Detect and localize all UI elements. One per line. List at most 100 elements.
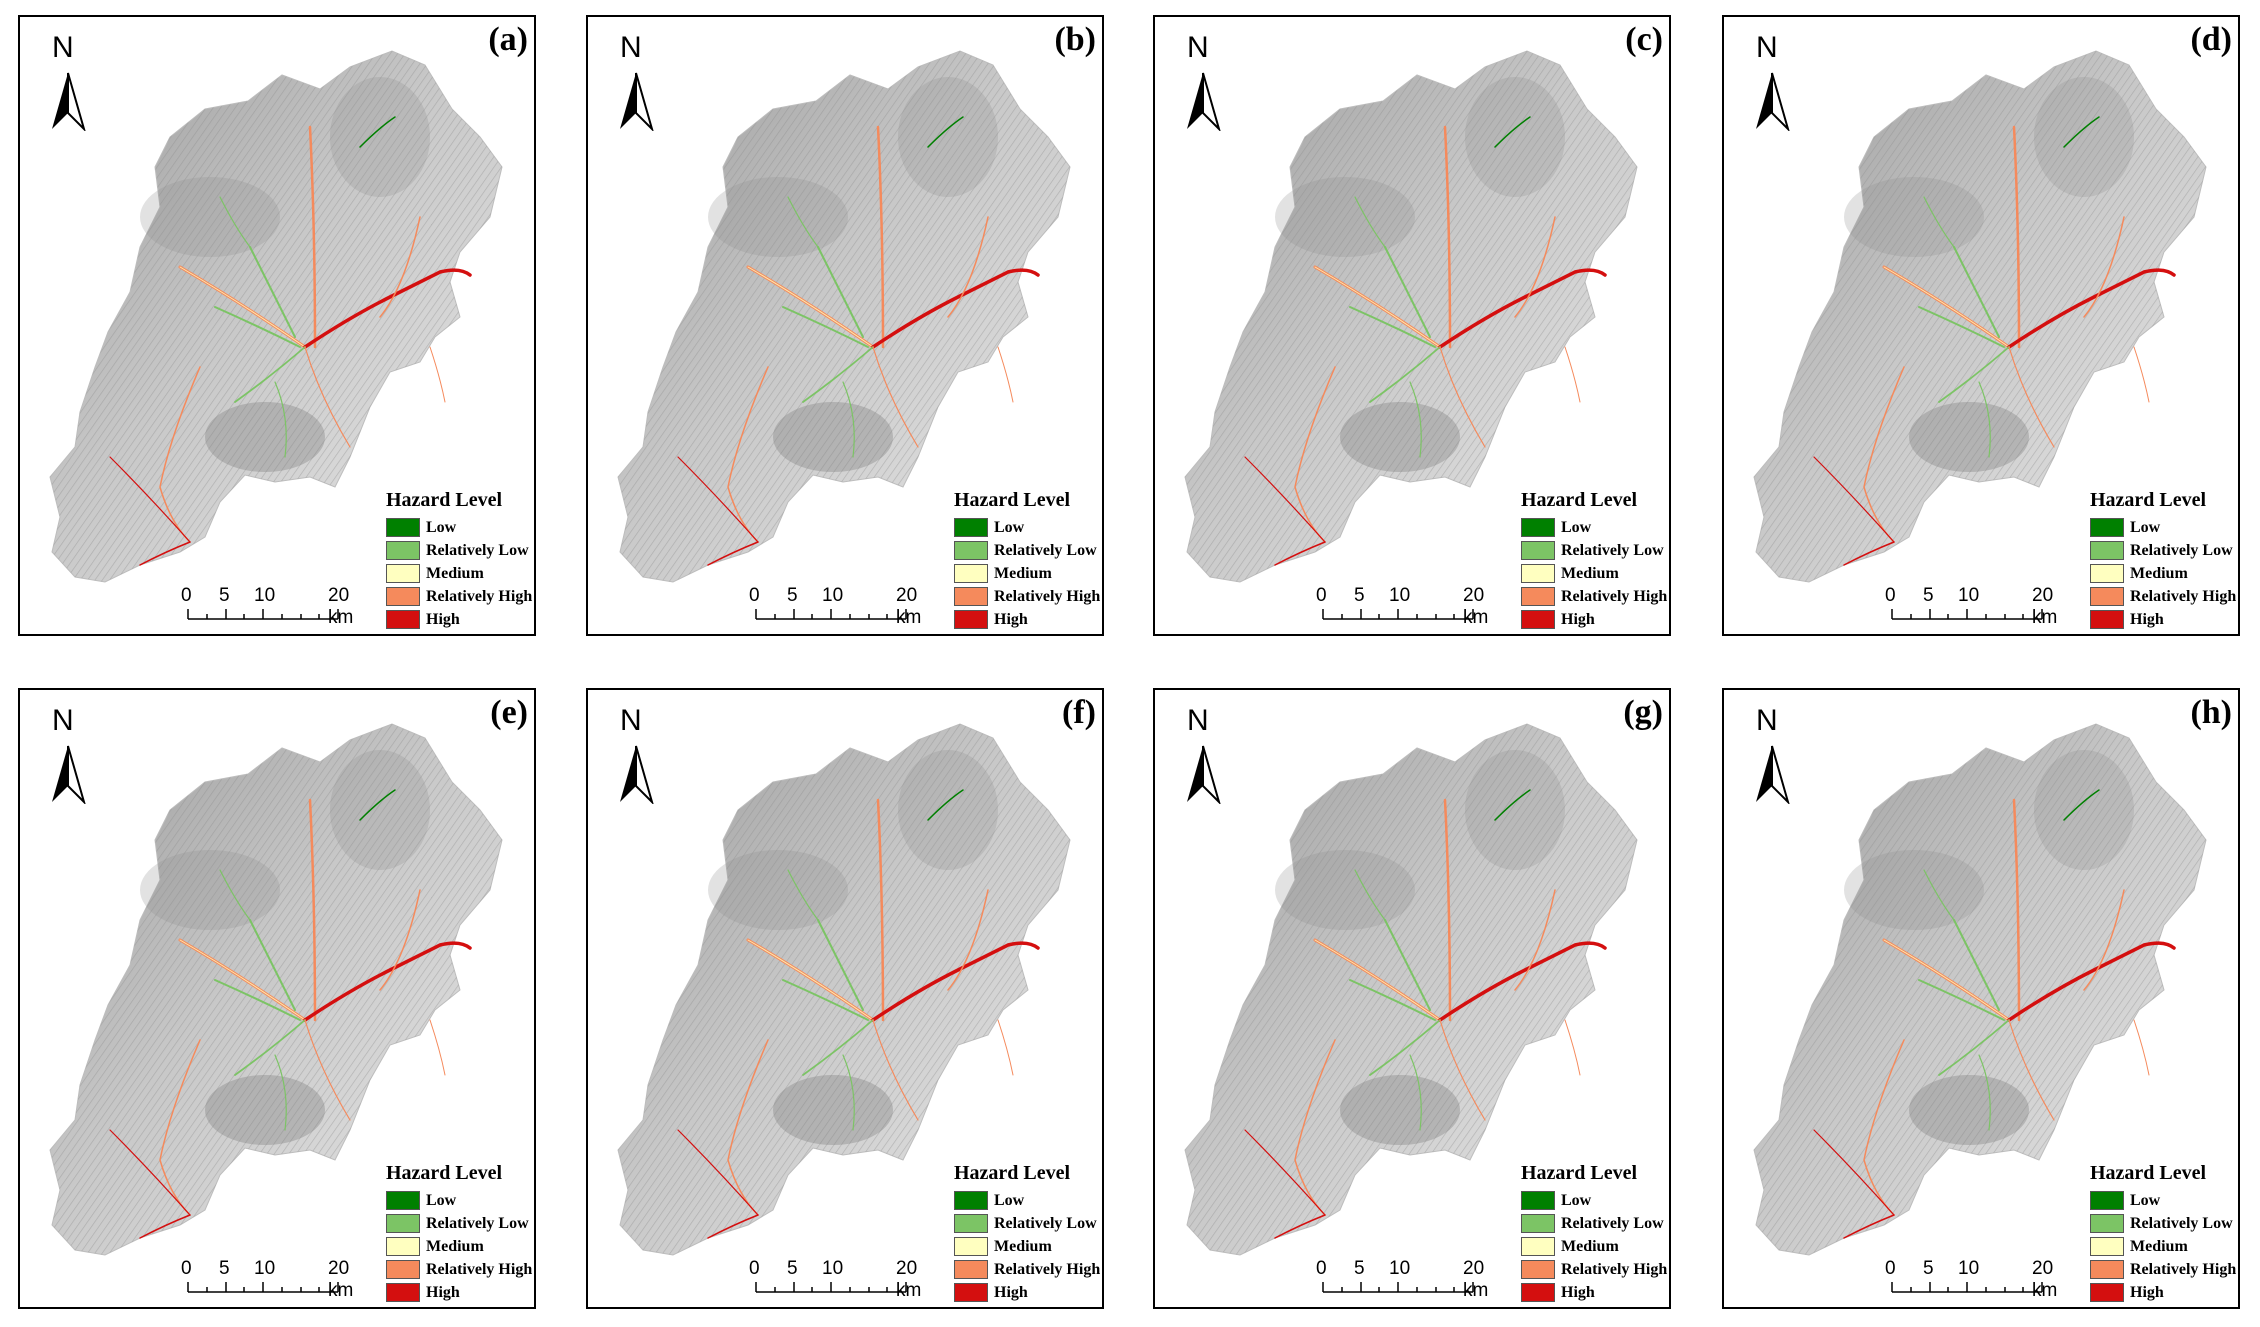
scale-bar: 0 5 10 20 km <box>749 1258 924 1301</box>
scale-bar-line <box>187 609 339 620</box>
legend-title: Hazard Level <box>1521 489 1638 511</box>
legend-swatch <box>1521 541 1555 560</box>
legend-item-high: High <box>1521 608 1669 631</box>
legend-label: Relatively High <box>1561 1260 1668 1278</box>
legend-swatch <box>2090 564 2124 583</box>
legend-label: Medium <box>994 564 1052 582</box>
legend-label: Relatively Low <box>426 1214 529 1232</box>
scale-tick-20: 20 km <box>2032 585 2058 628</box>
legend-label: Low <box>1561 518 1592 536</box>
legend-swatch <box>954 587 988 606</box>
legend-item-high: High <box>954 608 1102 631</box>
legend-label: Medium <box>426 564 484 582</box>
legend-title: Hazard Level <box>1521 1162 1638 1184</box>
basin-map <box>1753 723 2207 1256</box>
legend-label: Medium <box>2130 564 2188 582</box>
legend-item-low: Low <box>2090 1189 2238 1212</box>
legend-label: Relatively High <box>994 1260 1101 1278</box>
legend-label: Low <box>2130 1191 2161 1209</box>
legend-label: Low <box>426 518 457 536</box>
scale-tick-10: 10 <box>254 1258 276 1279</box>
north-arrow: N <box>610 31 660 131</box>
legend: Hazard Level Low Relatively Low Medium R… <box>954 489 1102 631</box>
panel-label: (c) <box>1625 21 1663 58</box>
legend-swatch <box>2090 541 2124 560</box>
legend-label: Medium <box>2130 1237 2188 1255</box>
north-letter: N <box>1756 704 1778 737</box>
legend-label: High <box>1561 610 1595 628</box>
legend-swatch <box>1521 564 1555 583</box>
legend: Hazard Level Low Relatively Low Medium R… <box>2090 489 2238 631</box>
map-panel-e: N (e) Hazard Level Low Relatively Low Me… <box>18 688 536 1309</box>
legend-swatch <box>1521 1237 1555 1256</box>
legend-item-relatively-low: Relatively Low <box>954 1212 1102 1235</box>
scale-tick-20: 20 km <box>896 585 922 628</box>
scale-tick-10: 10 <box>1389 585 1411 606</box>
legend-label: Relatively Low <box>1561 541 1664 559</box>
legend-swatch <box>386 1283 420 1302</box>
legend-swatch <box>2090 1214 2124 1233</box>
legend-swatch <box>954 564 988 583</box>
scale-tick-20: 20 km <box>1463 585 1489 628</box>
scale-bar: 0 5 10 20 km <box>1885 1258 2060 1301</box>
legend-item-medium: Medium <box>386 562 534 585</box>
legend-item-medium: Medium <box>954 1235 1102 1258</box>
north-arrow-icon <box>1756 745 1790 804</box>
legend-item-high: High <box>386 1281 534 1304</box>
scale-tick-20: 20 km <box>896 1258 922 1301</box>
legend-item-medium: Medium <box>954 562 1102 585</box>
legend-item-low: Low <box>386 516 534 539</box>
north-letter: N <box>52 31 74 64</box>
north-arrow: N <box>1177 704 1227 804</box>
basin-map <box>1184 723 1638 1256</box>
legend-label: Low <box>994 1191 1025 1209</box>
legend-label: Low <box>426 1191 457 1209</box>
legend-label: Relatively Low <box>994 1214 1097 1232</box>
legend-item-relatively-high: Relatively High <box>386 585 534 608</box>
north-arrow: N <box>1746 31 1796 131</box>
river-network <box>109 789 472 1239</box>
legend-swatch <box>954 1214 988 1233</box>
legend-label: Relatively High <box>994 587 1101 605</box>
scale-tick-5: 5 <box>1923 585 1934 606</box>
legend-swatch <box>386 541 420 560</box>
legend-item-medium: Medium <box>386 1235 534 1258</box>
legend-label: High <box>994 1283 1028 1301</box>
scale-tick-10: 10 <box>822 1258 844 1279</box>
basin-map <box>617 50 1071 583</box>
legend-title: Hazard Level <box>2090 1162 2207 1184</box>
north-letter: N <box>52 704 74 737</box>
legend-label: High <box>2130 1283 2164 1301</box>
scale-tick-5: 5 <box>787 585 798 606</box>
legend-item-low: Low <box>954 516 1102 539</box>
scale-bar-line <box>1322 1282 1474 1293</box>
legend-label: Medium <box>1561 1237 1619 1255</box>
legend: Hazard Level Low Relatively Low Medium R… <box>2090 1162 2238 1304</box>
legend-swatch <box>1521 518 1555 537</box>
legend-item-medium: Medium <box>1521 1235 1669 1258</box>
panel-label: (a) <box>488 21 528 58</box>
legend-item-relatively-low: Relatively Low <box>2090 539 2238 562</box>
north-arrow-icon <box>52 72 86 131</box>
scale-tick-5: 5 <box>787 1258 798 1279</box>
legend-label: Low <box>1561 1191 1592 1209</box>
scale-tick-5: 5 <box>1923 1258 1934 1279</box>
legend-swatch <box>1521 1191 1555 1210</box>
scale-tick-5: 5 <box>219 1258 230 1279</box>
north-arrow: N <box>610 704 660 804</box>
legend: Hazard Level Low Relatively Low Medium R… <box>386 489 534 631</box>
legend-item-low: Low <box>2090 516 2238 539</box>
legend-label: Relatively High <box>2130 1260 2237 1278</box>
map-panel-f: N (f) Hazard Level Low Relatively Low Me… <box>586 688 1104 1309</box>
scale-tick-20: 20 km <box>328 585 354 628</box>
basin-map <box>1753 50 2207 583</box>
legend-label: Relatively High <box>426 587 533 605</box>
north-letter: N <box>1187 704 1209 737</box>
legend-title: Hazard Level <box>954 1162 1071 1184</box>
legend-swatch <box>386 1191 420 1210</box>
legend-swatch <box>954 518 988 537</box>
scale-tick-0: 0 <box>181 1258 192 1279</box>
legend-swatch <box>386 518 420 537</box>
legend-swatch <box>1521 587 1555 606</box>
legend-swatch <box>2090 1191 2124 1210</box>
